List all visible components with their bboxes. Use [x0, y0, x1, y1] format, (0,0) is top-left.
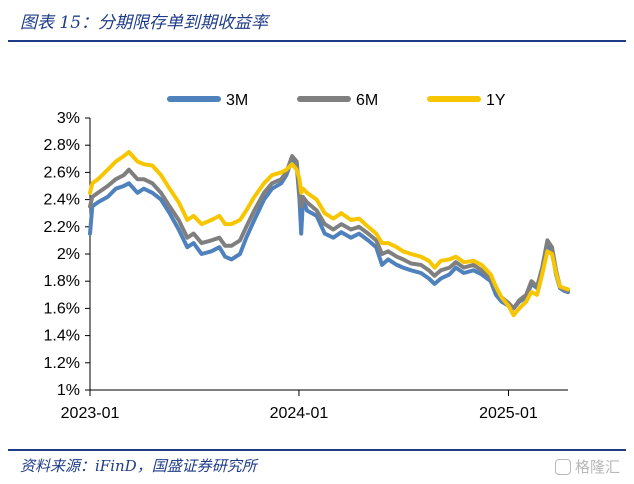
y-tick-label: 1.4% [44, 328, 80, 345]
chart-axes: 3% 2.8% 2.6% 2.4% 2.2% 2% 1.8% 1.6% 1.4% 1.2% 1% 20… [44, 110, 568, 422]
watermark-text: 格隆汇 [574, 458, 620, 476]
yield-line-chart: 3M 6M 1Y 3% 2.8% 2.6% 2.4% 2.2% 2% 1.8% 1.6% 1.4% 1… [44, 92, 570, 422]
y-tick-label: 2.8% [44, 137, 80, 154]
figure-title: 图表 15：分期限存单到期收益率 [20, 13, 269, 33]
chart-series [88, 150, 570, 318]
y-tick-label: 2% [57, 246, 80, 263]
x-tick-label: 2025-01 [479, 405, 538, 422]
y-tick-label: 3% [57, 110, 80, 127]
legend-label-1y: 1Y [486, 92, 506, 109]
y-tick-label: 2.4% [44, 192, 80, 209]
watermark: 格隆汇 [554, 456, 620, 477]
y-tick-label: 1.6% [44, 300, 80, 317]
x-tick-label: 2023-01 [61, 405, 120, 422]
legend-label-6m: 6M [356, 92, 378, 109]
gelonghui-logo-icon [554, 458, 571, 475]
legend-label-3m: 3M [226, 92, 248, 109]
x-tick-label: 2024-01 [270, 405, 329, 422]
chart-legend: 3M 6M 1Y [167, 92, 506, 109]
series-line-1y [88, 150, 570, 318]
y-tick-label: 1.2% [44, 355, 80, 372]
y-tick-label: 2.2% [44, 219, 80, 236]
y-tick-label: 1.8% [44, 273, 80, 290]
y-tick-label: 2.6% [44, 164, 80, 181]
y-tick-label: 1% [57, 382, 80, 399]
footer-divider [8, 449, 626, 451]
source-note: 资料来源：iFinD，国盛证券研究所 [20, 457, 257, 475]
title-divider [8, 40, 626, 42]
